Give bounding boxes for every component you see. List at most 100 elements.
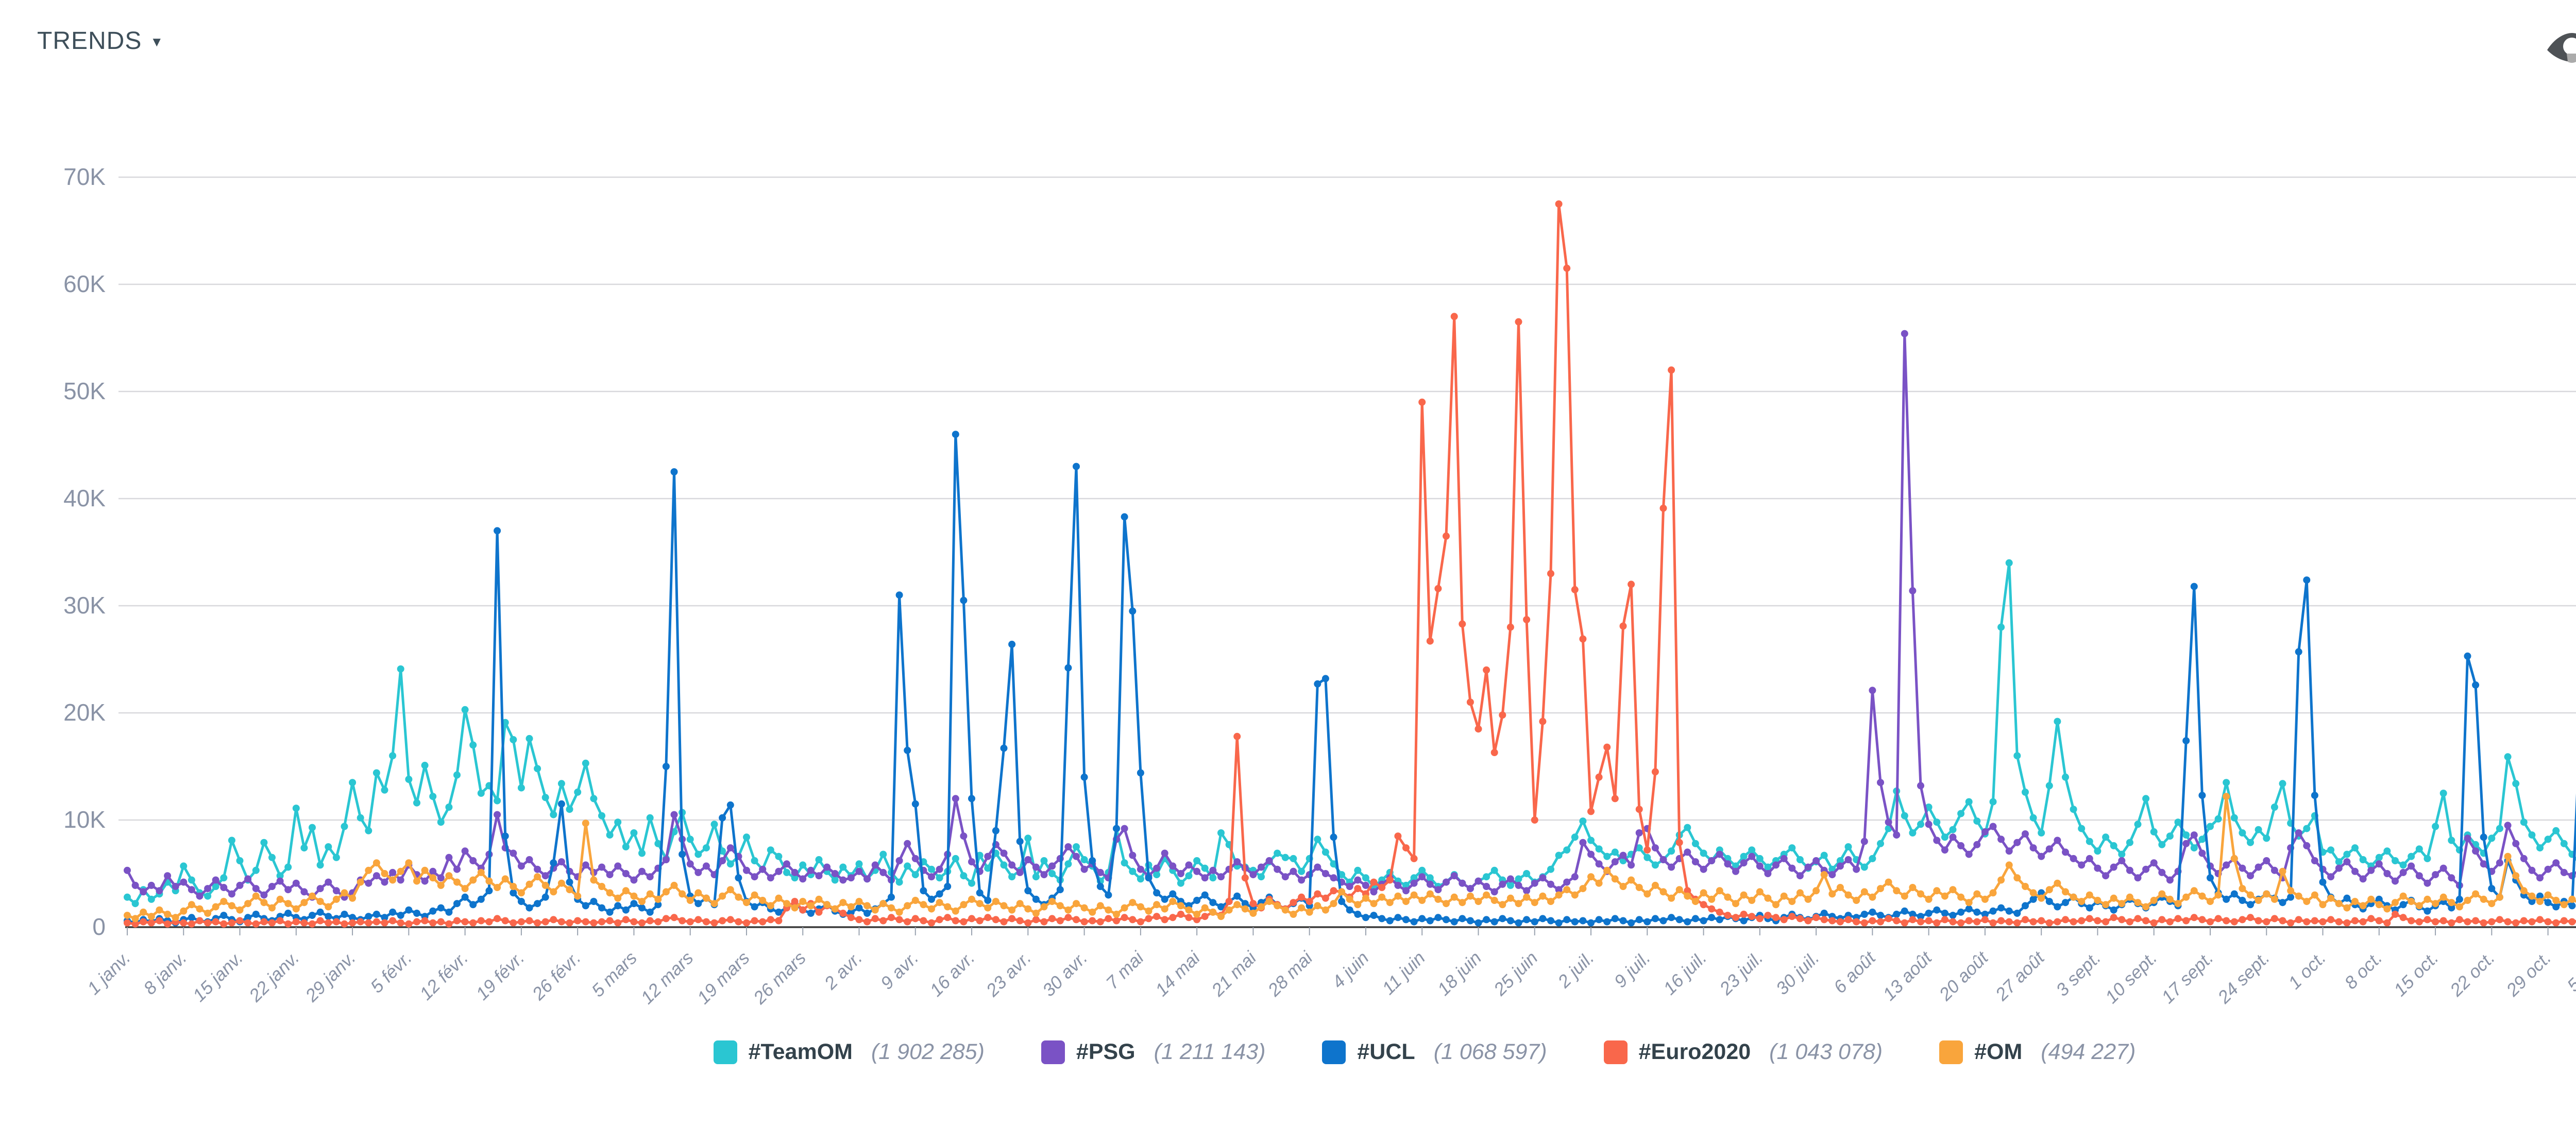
- data-point[interactable]: [1860, 838, 1868, 845]
- data-point[interactable]: [1869, 917, 1876, 925]
- data-point[interactable]: [413, 918, 420, 926]
- data-point[interactable]: [1490, 749, 1498, 756]
- data-point[interactable]: [1643, 890, 1651, 898]
- data-point[interactable]: [1040, 903, 1048, 911]
- data-point[interactable]: [855, 860, 863, 868]
- data-point[interactable]: [461, 847, 469, 855]
- data-point[interactable]: [2520, 855, 2528, 862]
- data-point[interactable]: [686, 918, 694, 926]
- data-point[interactable]: [2295, 829, 2302, 836]
- data-point[interactable]: [1965, 917, 1973, 925]
- data-point[interactable]: [1265, 857, 1273, 864]
- data-point[interactable]: [477, 895, 485, 903]
- data-point[interactable]: [1877, 918, 1884, 926]
- data-point[interactable]: [2311, 857, 2318, 864]
- data-point[interactable]: [2408, 862, 2415, 870]
- data-point[interactable]: [2118, 850, 2126, 858]
- data-point[interactable]: [662, 856, 670, 863]
- data-point[interactable]: [694, 850, 702, 858]
- data-point[interactable]: [2279, 780, 2286, 788]
- data-point[interactable]: [2311, 917, 2318, 925]
- data-point[interactable]: [437, 904, 445, 912]
- data-point[interactable]: [1274, 849, 1281, 857]
- data-point[interactable]: [2359, 875, 2367, 883]
- data-point[interactable]: [1354, 901, 1362, 909]
- data-point[interactable]: [895, 878, 903, 886]
- data-point[interactable]: [2062, 916, 2069, 924]
- data-point[interactable]: [1402, 881, 1410, 889]
- data-point[interactable]: [2536, 898, 2544, 906]
- data-point[interactable]: [244, 914, 252, 921]
- data-point[interactable]: [131, 920, 139, 928]
- data-point[interactable]: [1780, 892, 1788, 900]
- data-point[interactable]: [1611, 915, 1619, 923]
- data-point[interactable]: [582, 819, 589, 827]
- data-point[interactable]: [1241, 900, 1249, 908]
- data-point[interactable]: [1587, 919, 1595, 927]
- data-point[interactable]: [1515, 919, 1522, 927]
- data-point[interactable]: [1869, 687, 1876, 694]
- data-point[interactable]: [590, 876, 598, 884]
- data-point[interactable]: [2367, 866, 2375, 874]
- data-point[interactable]: [1539, 874, 1547, 882]
- data-point[interactable]: [566, 806, 573, 813]
- data-point[interactable]: [1121, 825, 1128, 832]
- data-point[interactable]: [1145, 915, 1153, 923]
- data-point[interactable]: [2327, 846, 2335, 854]
- data-point[interactable]: [1796, 872, 1804, 880]
- data-point[interactable]: [2207, 918, 2214, 926]
- data-point[interactable]: [767, 846, 774, 854]
- data-point[interactable]: [2086, 855, 2093, 862]
- data-point[interactable]: [679, 890, 686, 898]
- data-point[interactable]: [2528, 831, 2536, 839]
- data-point[interactable]: [767, 874, 774, 882]
- data-point[interactable]: [1217, 829, 1225, 836]
- data-point[interactable]: [1330, 833, 1337, 841]
- data-point[interactable]: [1483, 916, 1490, 924]
- data-point[interactable]: [574, 788, 582, 796]
- data-point[interactable]: [590, 919, 598, 927]
- data-point[interactable]: [534, 919, 541, 927]
- data-point[interactable]: [928, 905, 935, 913]
- data-point[interactable]: [1048, 870, 1056, 877]
- data-point[interactable]: [1844, 891, 1852, 899]
- data-point[interactable]: [494, 811, 501, 818]
- data-point[interactable]: [494, 527, 501, 535]
- data-point[interactable]: [1740, 917, 1748, 925]
- data-point[interactable]: [1056, 902, 1064, 910]
- data-point[interactable]: [268, 919, 276, 927]
- data-point[interactable]: [1917, 821, 1924, 828]
- data-point[interactable]: [1145, 874, 1153, 882]
- data-point[interactable]: [349, 779, 357, 787]
- data-point[interactable]: [1973, 918, 1981, 926]
- data-point[interactable]: [904, 862, 911, 870]
- data-point[interactable]: [2303, 842, 2311, 849]
- data-point[interactable]: [1804, 863, 1812, 871]
- data-point[interactable]: [2448, 874, 2455, 882]
- data-point[interactable]: [1635, 884, 1643, 891]
- data-point[interactable]: [1716, 916, 1723, 924]
- data-point[interactable]: [823, 863, 831, 871]
- data-point[interactable]: [2375, 917, 2383, 925]
- data-point[interactable]: [252, 892, 260, 900]
- data-point[interactable]: [976, 900, 984, 908]
- data-point[interactable]: [1145, 907, 1153, 915]
- data-point[interactable]: [1772, 901, 1780, 909]
- data-point[interactable]: [1089, 917, 1096, 925]
- data-point[interactable]: [855, 867, 863, 875]
- data-point[interactable]: [1137, 918, 1144, 926]
- data-point[interactable]: [1571, 586, 1579, 593]
- data-point[interactable]: [124, 893, 131, 901]
- data-point[interactable]: [534, 873, 541, 881]
- data-point[interactable]: [1925, 910, 1933, 917]
- data-point[interactable]: [1483, 666, 1490, 674]
- data-point[interactable]: [1796, 915, 1804, 923]
- data-point[interactable]: [1836, 918, 1844, 926]
- data-point[interactable]: [1201, 864, 1209, 872]
- data-point[interactable]: [1700, 901, 1707, 909]
- data-point[interactable]: [300, 888, 308, 896]
- data-point[interactable]: [2198, 792, 2206, 799]
- data-point[interactable]: [2327, 916, 2335, 924]
- data-point[interactable]: [1860, 919, 1868, 927]
- data-point[interactable]: [485, 918, 493, 926]
